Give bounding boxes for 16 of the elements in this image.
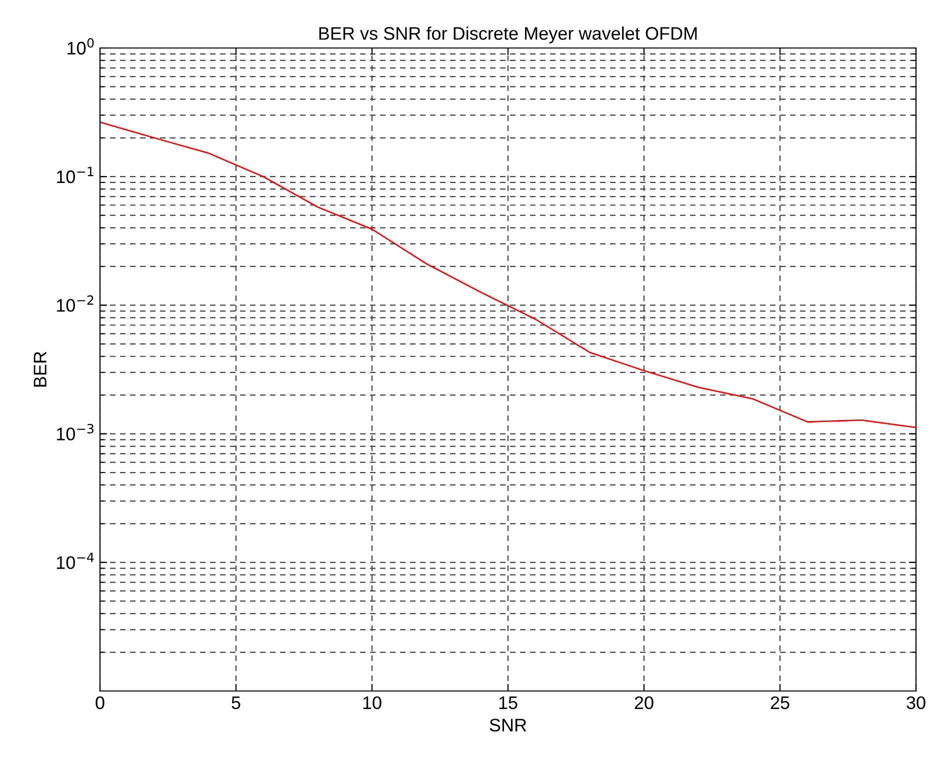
y-tick-label: 10$^{0}$ [68,38,94,55]
x-tick-label: 15 [499,696,518,710]
chart-title: BER vs SNR for Discrete Meyer wavelet OFDM [319,26,697,44]
y-tick-label: 10$^{−4}$ [56,552,94,569]
y-tick-label: 10$^{−3}$ [56,424,94,440]
y-tick-label: 10$^{−2}$ [56,295,94,312]
y-axis-title: BER [34,352,46,387]
y-tick-label: 10$^{−1}$ [56,166,94,184]
x-tick-label: 30 [906,696,926,710]
x-tick-label: 20 [634,696,654,710]
x-tick-label: 0 [96,696,104,710]
x-tick-label: 5 [232,696,240,710]
x-tick-label: 25 [770,696,790,710]
x-tick-label: 10 [363,696,382,710]
x-axis-title: SNR [490,718,526,732]
line-series [100,121,916,428]
